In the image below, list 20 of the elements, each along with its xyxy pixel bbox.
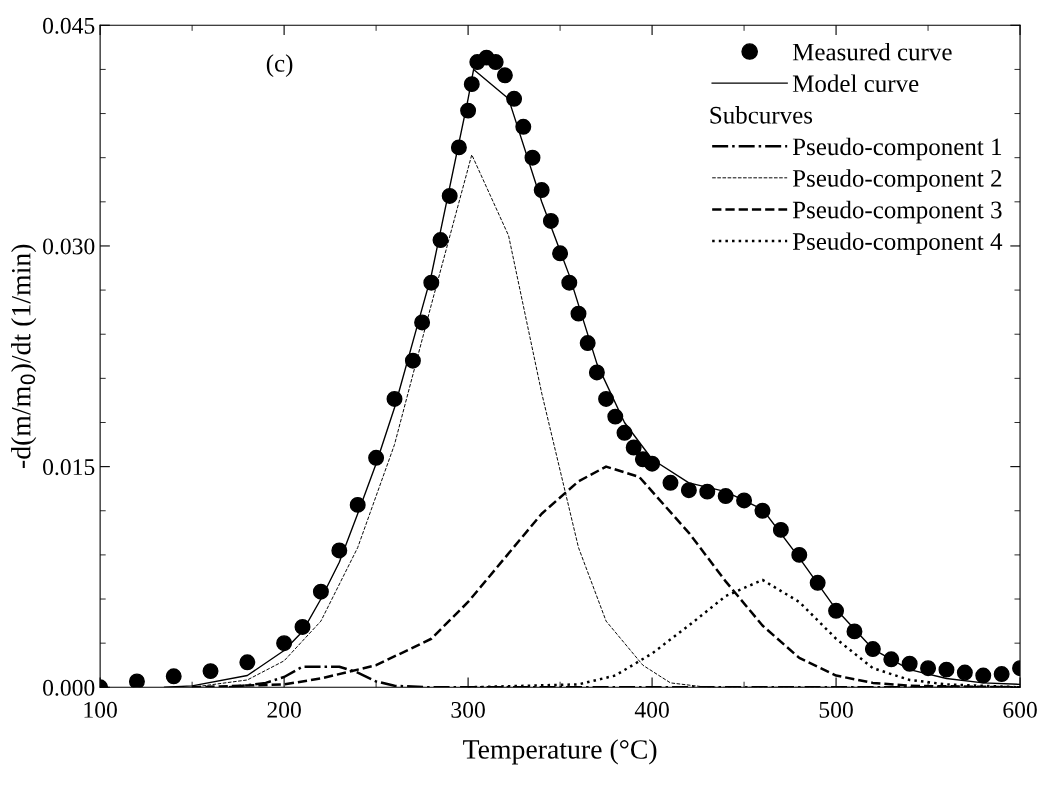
x-tick-label: 600 xyxy=(1003,701,1037,718)
x-tick-label: 500 xyxy=(819,701,853,718)
x-axis-title: Temperature (°C) xyxy=(463,739,657,765)
y-tick-label: 0.015 xyxy=(43,459,95,476)
legend-label: Pseudo-component 2 xyxy=(792,169,1002,192)
y-tick-label: 0.000 xyxy=(43,679,95,696)
y-tick-label: 0.030 xyxy=(43,238,95,255)
legend-label: Model curve xyxy=(792,74,919,93)
legend-label: Pseudo-component 3 xyxy=(792,200,1002,224)
legend-label: Pseudo-component 4 xyxy=(792,232,1003,256)
legend-label: Pseudo-component 1 xyxy=(792,137,1002,161)
legend-title: Subcurves xyxy=(710,106,813,124)
x-tick-label: 100 xyxy=(84,701,117,718)
x-tick-label: 200 xyxy=(267,701,301,718)
legend-label: Measured curve xyxy=(792,42,952,61)
x-tick-label: 400 xyxy=(634,701,669,718)
y-tick-label: 0.045 xyxy=(43,17,95,34)
y-axis-title: -d(m/m$_{0}$)/dt (1/min) xyxy=(11,244,37,469)
annotation: (c) xyxy=(266,54,293,77)
x-tick-label: 300 xyxy=(451,701,485,718)
